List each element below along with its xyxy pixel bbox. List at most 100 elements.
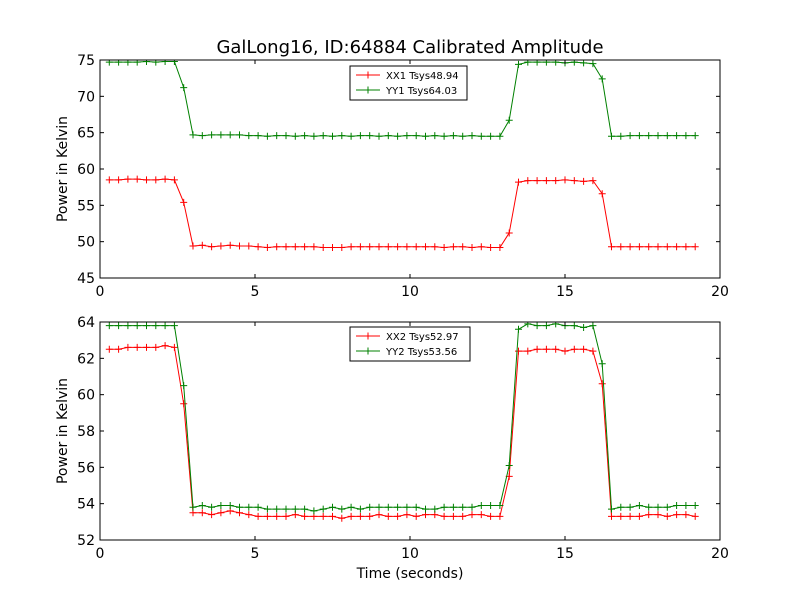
data-point — [143, 322, 150, 330]
data-point — [115, 322, 123, 330]
data-point — [626, 503, 634, 511]
legend-box — [349, 326, 471, 362]
legend-label: YY2 Tsys53.56 — [385, 347, 457, 358]
data-point — [645, 132, 653, 140]
y-tick-label: 58 — [77, 424, 95, 440]
data-point — [375, 132, 383, 140]
legend-label: XX1 Tsys48.94 — [386, 71, 459, 82]
data-point — [682, 243, 690, 251]
data-point — [189, 242, 197, 250]
data-point — [170, 343, 178, 351]
legend: XX1 Tsys48.94 YY1 Tsys64.03 — [349, 65, 468, 101]
data-point — [254, 132, 262, 140]
data-point — [654, 132, 662, 140]
data-point — [245, 242, 253, 250]
data-point — [626, 132, 634, 140]
data-point — [403, 503, 411, 511]
data-point — [449, 243, 457, 251]
x-tick-label: 20 — [711, 546, 729, 562]
x-tick-label: 10 — [401, 284, 419, 300]
data-point — [180, 400, 188, 408]
data-point — [608, 505, 615, 513]
data-point — [105, 322, 113, 330]
series-yy2 — [105, 322, 699, 515]
data-point — [626, 243, 634, 251]
data-point — [468, 503, 476, 511]
data-point — [468, 243, 476, 251]
data-point — [552, 322, 560, 328]
series-line — [109, 345, 696, 519]
y-tick-label: 60 — [77, 162, 95, 178]
data-point — [198, 241, 206, 249]
data-point — [542, 345, 550, 353]
data-point — [533, 60, 541, 66]
data-point — [496, 512, 504, 520]
data-point — [189, 503, 197, 511]
y-tick-label: 52 — [77, 533, 95, 549]
data-point — [542, 60, 550, 66]
data-point — [673, 132, 681, 140]
data-point — [561, 347, 569, 355]
data-point — [412, 132, 420, 140]
data-point — [347, 512, 355, 520]
data-point — [366, 243, 374, 251]
data-point — [291, 243, 299, 251]
data-point — [263, 505, 271, 513]
data-point — [589, 177, 597, 185]
data-point — [598, 380, 606, 388]
data-point — [263, 132, 271, 140]
data-point — [152, 60, 160, 66]
data-point — [505, 462, 513, 470]
data-point — [691, 501, 699, 509]
data-point — [645, 243, 653, 251]
data-point — [598, 360, 606, 368]
data-point — [152, 176, 160, 184]
data-point — [487, 501, 495, 509]
data-point — [496, 243, 504, 251]
data-point — [152, 343, 160, 351]
data-point — [105, 176, 113, 184]
data-point — [589, 347, 597, 355]
data-point — [170, 60, 178, 65]
data-point — [626, 512, 634, 520]
y-tick-label: 56 — [77, 460, 95, 476]
data-point — [608, 132, 615, 140]
data-point — [552, 60, 560, 66]
data-point — [524, 60, 532, 66]
data-point — [663, 132, 671, 140]
data-point — [143, 176, 150, 184]
data-point — [236, 503, 243, 511]
data-point — [654, 511, 662, 519]
data-point — [384, 503, 392, 511]
data-point — [143, 60, 150, 65]
data-point — [468, 511, 476, 519]
data-point — [366, 512, 374, 520]
data-point — [403, 243, 411, 251]
data-point — [105, 345, 113, 353]
data-point — [133, 322, 141, 330]
data-point — [384, 243, 392, 251]
data-point — [654, 503, 662, 511]
data-point — [133, 175, 141, 183]
series-line — [109, 60, 696, 137]
data-point — [617, 512, 625, 520]
data-point — [589, 322, 597, 330]
data-point — [496, 132, 504, 140]
data-point — [245, 503, 253, 511]
data-point — [124, 343, 132, 351]
data-point — [124, 175, 132, 183]
data-point — [608, 512, 615, 520]
data-point — [226, 131, 234, 139]
data-point — [515, 60, 522, 68]
data-point — [198, 501, 206, 509]
legend-marker — [364, 71, 372, 79]
data-point — [468, 132, 476, 140]
data-point — [375, 503, 383, 511]
data-point — [394, 503, 402, 511]
data-point — [245, 132, 253, 140]
data-point — [673, 243, 681, 251]
data-point — [282, 132, 290, 140]
y-tick-label: 65 — [77, 126, 95, 142]
data-point — [449, 132, 457, 140]
data-point — [487, 243, 495, 251]
